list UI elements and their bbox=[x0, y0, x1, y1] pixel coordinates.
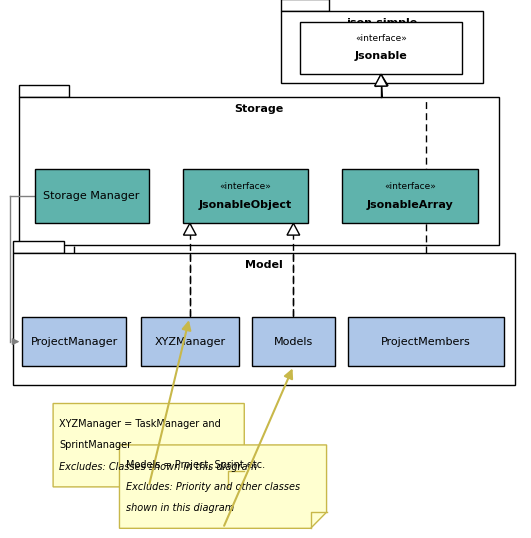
FancyBboxPatch shape bbox=[348, 317, 504, 366]
FancyBboxPatch shape bbox=[19, 97, 499, 245]
Text: Models = Project, Sprint etc.: Models = Project, Sprint etc. bbox=[126, 461, 265, 470]
Text: ProjectMembers: ProjectMembers bbox=[381, 337, 471, 346]
FancyBboxPatch shape bbox=[300, 22, 462, 74]
Text: «interface»: «interface» bbox=[220, 182, 271, 191]
Text: Storage: Storage bbox=[234, 104, 284, 115]
Text: Models: Models bbox=[274, 337, 313, 346]
FancyBboxPatch shape bbox=[183, 169, 308, 223]
Text: XYZManager: XYZManager bbox=[155, 337, 225, 346]
Polygon shape bbox=[119, 445, 327, 528]
FancyBboxPatch shape bbox=[342, 169, 478, 223]
Polygon shape bbox=[287, 223, 299, 235]
Text: XYZManager = TaskManager and: XYZManager = TaskManager and bbox=[59, 419, 221, 429]
FancyBboxPatch shape bbox=[141, 317, 239, 366]
Text: «interface»: «interface» bbox=[384, 182, 436, 191]
FancyBboxPatch shape bbox=[13, 253, 515, 385]
Polygon shape bbox=[13, 241, 64, 253]
Polygon shape bbox=[184, 223, 196, 235]
Text: JsonableObject: JsonableObject bbox=[199, 200, 292, 210]
Text: ProjectManager: ProjectManager bbox=[30, 337, 118, 346]
FancyBboxPatch shape bbox=[281, 11, 483, 83]
Polygon shape bbox=[375, 74, 388, 87]
Text: JsonableArray: JsonableArray bbox=[367, 200, 453, 210]
Text: Model: Model bbox=[245, 260, 283, 271]
Text: Excludes: Classes shown in this diagram: Excludes: Classes shown in this diagram bbox=[59, 462, 258, 471]
Text: Excludes: Priority and other classes: Excludes: Priority and other classes bbox=[126, 482, 300, 492]
Text: json.simple: json.simple bbox=[347, 18, 418, 29]
FancyBboxPatch shape bbox=[22, 317, 126, 366]
Text: SprintManager: SprintManager bbox=[59, 440, 132, 450]
Text: «interface»: «interface» bbox=[355, 34, 407, 43]
Text: Jsonable: Jsonable bbox=[355, 52, 407, 61]
FancyBboxPatch shape bbox=[252, 317, 335, 366]
Polygon shape bbox=[281, 0, 329, 11]
FancyBboxPatch shape bbox=[35, 169, 149, 223]
Text: Storage Manager: Storage Manager bbox=[44, 192, 140, 201]
Polygon shape bbox=[19, 85, 69, 97]
Polygon shape bbox=[53, 404, 244, 487]
Polygon shape bbox=[374, 74, 387, 86]
Text: shown in this diagram: shown in this diagram bbox=[126, 503, 234, 513]
